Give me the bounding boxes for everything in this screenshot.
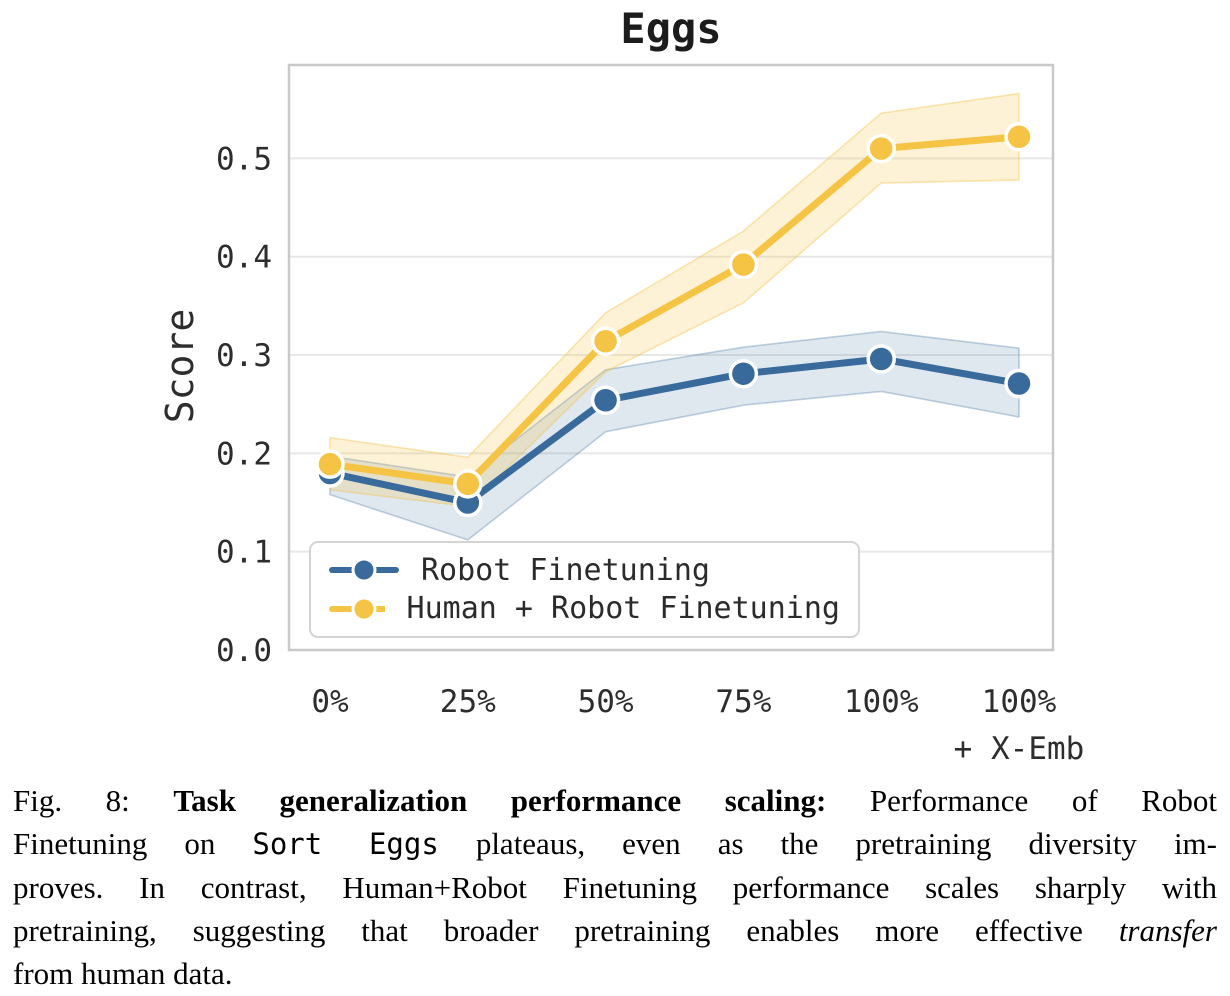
caption-segment: plateaus, even as the pretraining divers…	[438, 826, 1217, 861]
caption-segment: proves. In contrast, Human+Robot Finetun…	[13, 870, 1217, 905]
caption-line: Fig. 8: Task generalization performance …	[13, 779, 1217, 822]
caption-line: pretraining, suggesting that broader pre…	[13, 909, 1217, 952]
caption-segment: from human data.	[13, 956, 233, 991]
svg-text:0.2: 0.2	[216, 436, 272, 472]
legend-item-human-robot-finetuning: Human + Robot Finetuning	[329, 591, 840, 626]
robot-line-marker-icon	[329, 557, 399, 583]
svg-text:0.5: 0.5	[216, 141, 272, 177]
human-robot-line-marker-icon	[329, 596, 385, 622]
svg-text:100%: 100%	[982, 684, 1057, 720]
svg-text:0.3: 0.3	[216, 338, 272, 374]
figure-caption: Fig. 8: Task generalization performance …	[13, 779, 1217, 995]
svg-text:25%: 25%	[440, 684, 496, 720]
legend-item-robot-finetuning: Robot Finetuning	[329, 553, 840, 588]
svg-text:0.1: 0.1	[216, 535, 272, 571]
legend-label-human-robot: Human + Robot Finetuning	[406, 591, 840, 627]
caption-line: Finetuning on Sort Eggs plateaus, even a…	[13, 822, 1217, 866]
svg-text:+ X-Emb: + X-Emb	[954, 731, 1085, 767]
svg-text:0.4: 0.4	[216, 240, 272, 276]
caption-segment: transfer	[1118, 913, 1217, 948]
svg-text:50%: 50%	[578, 684, 634, 720]
caption-segment: Fig. 8:	[13, 783, 174, 818]
svg-text:100%: 100%	[844, 684, 919, 720]
caption-line: from human data.	[13, 952, 1217, 995]
chart-legend: Robot Finetuning Human + Robot Finetunin…	[309, 541, 860, 638]
caption-segment: Finetuning on	[13, 826, 253, 861]
caption-segment: Task generalization performance scaling:	[173, 783, 827, 818]
chart-title: Eggs	[620, 4, 722, 53]
caption-line: proves. In contrast, Human+Robot Finetun…	[13, 866, 1217, 909]
caption-segment: Performance of Robot	[826, 783, 1217, 818]
caption-segment: Sort Eggs	[252, 827, 439, 861]
svg-text:75%: 75%	[715, 684, 771, 720]
caption-segment: pretraining, suggesting that broader pre…	[13, 913, 1119, 948]
legend-label-robot: Robot Finetuning	[421, 552, 710, 588]
svg-text:0.0: 0.0	[216, 633, 272, 669]
plot-canvas: 0.0 0.1 0.2 0.3 0.4 0.5 0% 25% 50% 75% 100% 100% + X…	[216, 63, 1085, 767]
svg-text:0%: 0%	[311, 684, 349, 720]
